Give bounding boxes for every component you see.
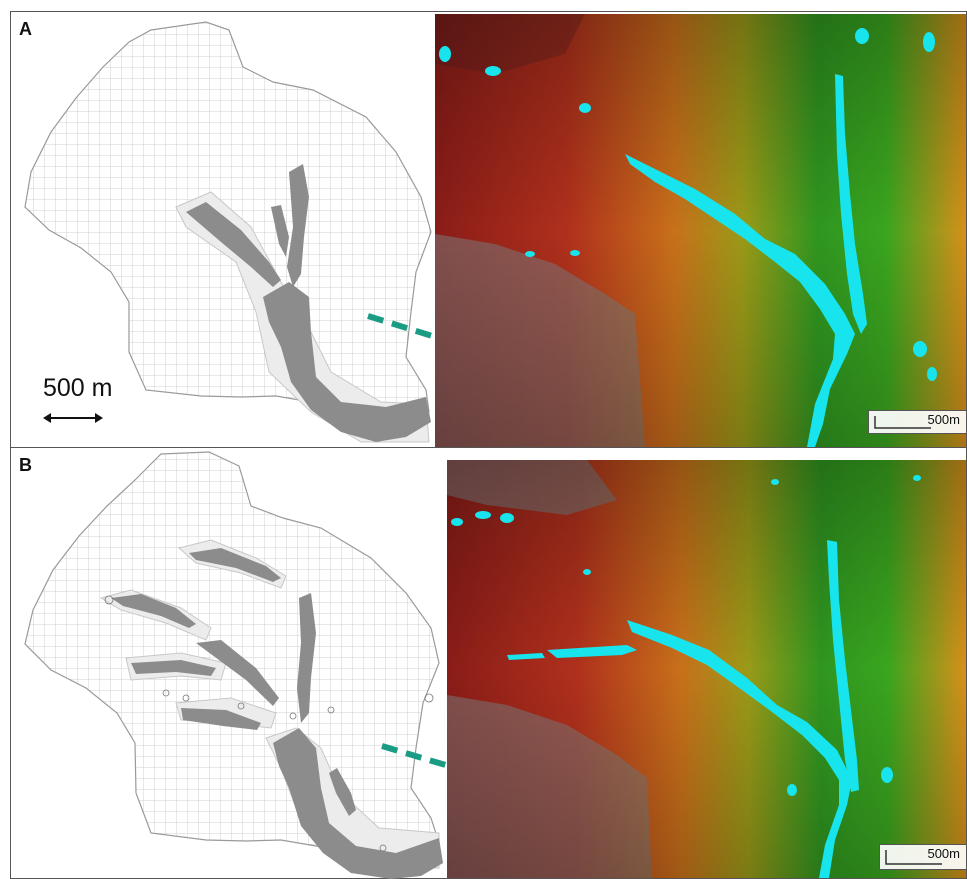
scale-label-500m: 500 m <box>43 374 113 402</box>
dem-scalebar-b: 500m <box>879 844 966 870</box>
panel-label-a: A <box>19 19 32 39</box>
channel-network-b <box>111 548 443 879</box>
dem-hillshade-b: 500m <box>447 460 966 878</box>
water-features-b <box>451 475 921 878</box>
dem-hillshade-a: 500m <box>435 14 966 447</box>
panel-b: B <box>10 448 967 879</box>
dem-scalebar-a: 500m <box>868 410 966 434</box>
mesh-map-a <box>24 21 432 443</box>
panel-a: A 500 m <box>10 11 967 448</box>
dem-scale-label-b: 500m <box>927 846 960 861</box>
dem-scale-label-a: 500m <box>927 412 960 427</box>
panel-label-b: B <box>19 455 32 475</box>
mesh-map-b <box>24 451 443 879</box>
channel-network-a <box>186 164 431 442</box>
double-arrow-icon <box>43 413 103 423</box>
water-features-a <box>439 28 937 447</box>
